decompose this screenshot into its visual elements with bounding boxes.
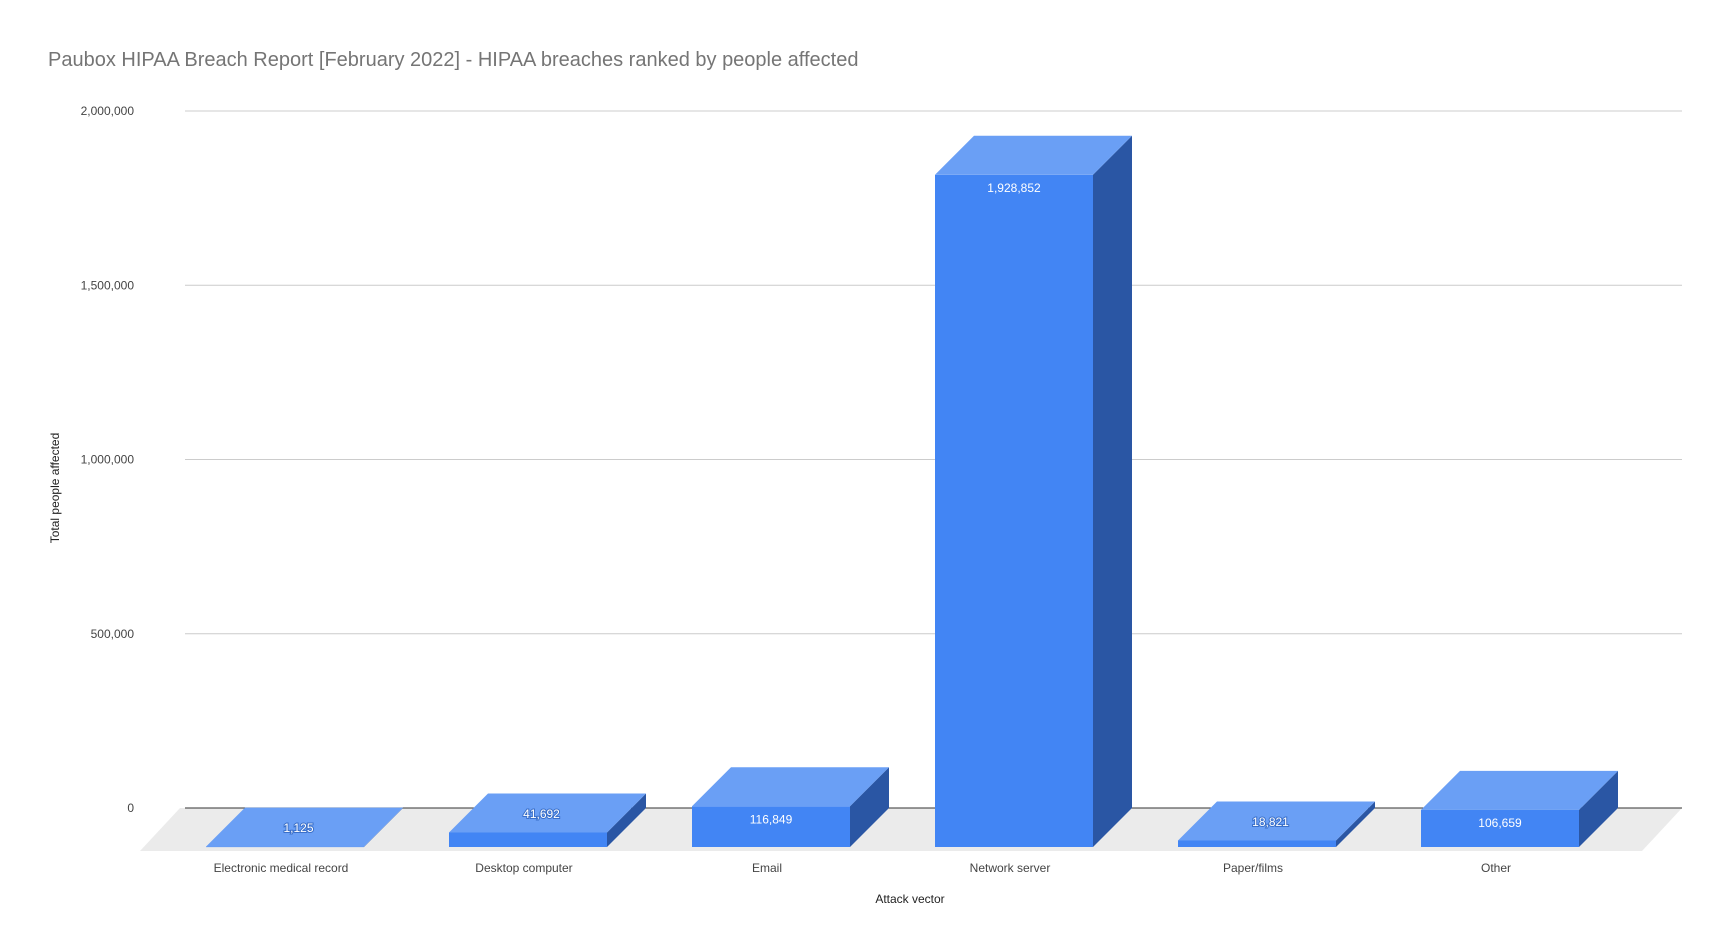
data-label: 106,659 (1478, 816, 1522, 830)
bar-front (692, 806, 850, 847)
y-tick-label: 1,500,000 (81, 278, 135, 292)
bar-front (935, 174, 1093, 848)
bar-front (206, 846, 364, 848)
bar (692, 767, 889, 847)
x-tick-label: Other (1481, 861, 1511, 875)
y-tick-label: 500,000 (91, 627, 135, 641)
bar-top (449, 793, 646, 833)
bar-front (1421, 809, 1579, 847)
y-axis-title: Total people affected (48, 433, 62, 544)
x-axis-title: Attack vector (875, 892, 944, 906)
chart-title: Paubox HIPAA Breach Report [February 202… (48, 49, 858, 71)
bar (1421, 770, 1618, 847)
bar-top (206, 807, 403, 847)
bar (206, 807, 403, 848)
y-tick-label: 1,000,000 (81, 453, 135, 467)
bar-top (1421, 770, 1618, 810)
bar (1178, 801, 1375, 847)
x-tick-label: Email (752, 861, 782, 875)
x-tick-label: Network server (970, 861, 1051, 875)
y-tick-label: 2,000,000 (81, 104, 135, 118)
x-tick-label: Electronic medical record (214, 861, 349, 875)
y-tick-label: 0 (127, 801, 134, 815)
data-label: 18,821 (1252, 815, 1289, 829)
data-label: 1,928,852 (987, 181, 1041, 195)
bar-side (1336, 801, 1375, 847)
x-tick-label: Paper/films (1223, 861, 1283, 875)
bar-side (850, 767, 889, 847)
bar-side (1093, 135, 1132, 848)
bar-top (1178, 801, 1375, 841)
x-tick-label: Desktop computer (475, 861, 572, 875)
bar-top (935, 135, 1132, 175)
bar-front (1178, 840, 1336, 847)
bar-side (364, 807, 403, 847)
data-label: 1,125 (283, 821, 313, 835)
bar (449, 793, 646, 847)
bar (935, 135, 1132, 848)
data-label: 41,692 (523, 807, 560, 821)
bar-front (449, 832, 607, 847)
bar-side (1579, 770, 1618, 847)
bar-side (607, 793, 646, 847)
bar-top (692, 767, 889, 807)
data-label: 116,849 (750, 812, 793, 826)
